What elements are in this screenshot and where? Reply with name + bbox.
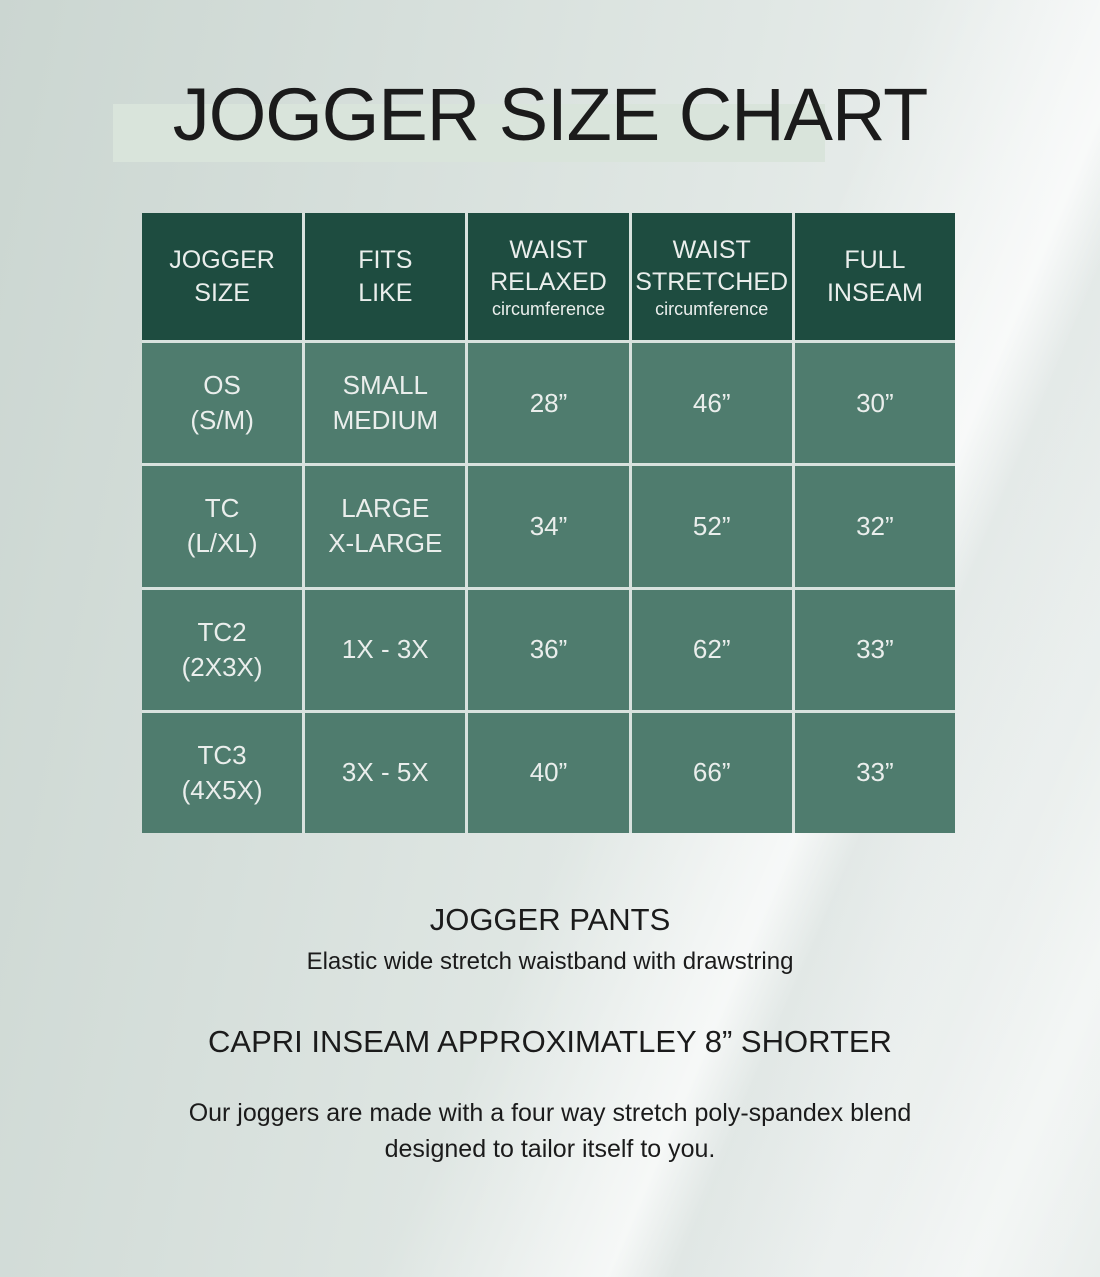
header-label: WAIST RELAXED [490,235,607,297]
product-title: JOGGER PANTS [429,902,671,937]
cell-fits-os: SMALL MEDIUM [305,343,466,464]
table-header-waist-relaxed: WAIST RELAXED circumference [468,213,629,340]
cell-inseam-os: 30” [794,343,955,464]
table-header-jogger-size: JOGGER SIZE [142,213,303,340]
product-subtitle: Elastic wide stretch waistband with draw… [306,948,794,975]
header-label: JOGGER SIZE [169,246,275,307]
page-title: JOGGER SIZE CHART [172,73,929,156]
capri-inseam-note: CAPRI INSEAM APPROXIMATLEY 8” SHORTER [208,1024,892,1059]
cell-fits-tc2: 1X - 3X [305,589,466,710]
cell-relaxed-tc2: 36” [468,589,629,710]
header-label: FULL INSEAM [826,246,923,307]
title-highlight-band [113,104,825,162]
cell-stretched-os: 46” [631,343,792,464]
cell-relaxed-tc: 34” [468,466,629,587]
cell-relaxed-os: 28” [468,343,629,464]
cell-inseam-tc3: 33” [794,712,955,833]
cell-inseam-tc2: 33” [794,589,955,710]
table-header-full-inseam: FULL INSEAM [794,213,955,340]
table-header-fits-like: FITS LIKE [305,213,466,340]
cell-inseam-tc: 32” [794,466,955,587]
cell-fits-tc: LARGE X-LARGE [305,466,466,587]
cell-relaxed-tc3: 40” [468,712,629,833]
cell-stretched-tc: 52” [631,466,792,587]
header-sublabel: circumference [491,298,606,319]
material-description: Our joggers are made with a four way str… [188,1099,912,1163]
cell-size-os: OS (S/M) [142,343,303,464]
header-label: WAIST STRETCHED [635,235,789,297]
cell-size-tc3: TC3 (4X5X) [142,712,303,833]
cell-size-tc2: TC2 (2X3X) [142,589,303,710]
table-header-waist-stretched: WAIST STRETCHED circumference [631,213,792,340]
header-label: FITS LIKE [358,246,413,307]
cell-stretched-tc2: 62” [631,589,792,710]
cell-stretched-tc3: 66” [631,712,792,833]
cell-fits-tc3: 3X - 5X [305,712,466,833]
header-sublabel: circumference [655,298,769,319]
jogger-size-table: JOGGER SIZE FITS LIKE WAIST RELAXED circ… [142,213,955,833]
cell-size-tc: TC (L/XL) [142,466,303,587]
